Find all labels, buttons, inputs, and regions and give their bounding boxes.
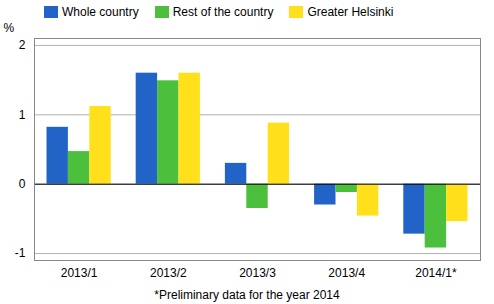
- svg-text:2013/2: 2013/2: [150, 266, 187, 280]
- svg-text:-1: -1: [15, 246, 26, 260]
- svg-text:1: 1: [19, 108, 26, 122]
- html-text:*Preliminary data for the year: *Preliminary data for the year 2014: [154, 288, 340, 302]
- html-text:Rest of the country: Rest of the country: [172, 4, 274, 19]
- svg-text:2: 2: [19, 38, 26, 52]
- svg-text:2013/4: 2013/4: [328, 266, 365, 280]
- html-text:Greater Helsinki: Greater Helsinki: [307, 4, 394, 19]
- svg-text:2013/1: 2013/1: [61, 266, 98, 280]
- svg-text:2013/3: 2013/3: [239, 266, 276, 280]
- svg-text:2014/1*: 2014/1*: [415, 266, 457, 280]
- svg-text:0: 0: [19, 177, 26, 191]
- svg-text:%: %: [4, 21, 15, 35]
- html-text:Whole country: Whole country: [62, 4, 139, 19]
